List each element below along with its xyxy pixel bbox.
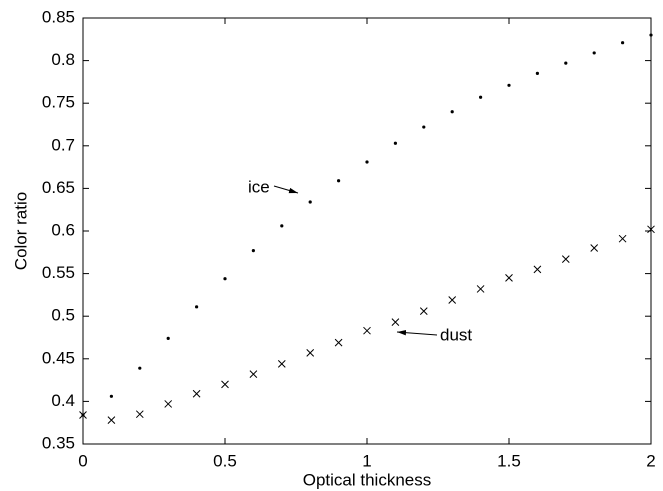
x-axis-label: Optical thickness xyxy=(303,470,432,489)
y-tick-label: 0.55 xyxy=(42,263,75,282)
point xyxy=(450,110,454,114)
annotation: dust xyxy=(440,325,472,344)
point xyxy=(476,285,485,293)
y-tick-label: 0.35 xyxy=(42,433,75,452)
y-tick-label: 0.65 xyxy=(42,178,75,197)
point xyxy=(166,336,170,340)
point xyxy=(479,95,483,99)
point xyxy=(592,51,596,55)
point xyxy=(221,380,229,389)
x-tick-label: 0 xyxy=(78,451,87,470)
x-tick-label: 1.5 xyxy=(497,451,521,470)
point xyxy=(138,366,142,370)
y-tick-label: 0.4 xyxy=(51,391,75,410)
point xyxy=(365,160,369,164)
y-tick-label: 0.6 xyxy=(51,220,75,239)
point xyxy=(107,416,116,424)
point xyxy=(649,33,653,37)
point xyxy=(277,360,286,368)
point xyxy=(164,400,173,408)
point xyxy=(109,394,113,398)
point xyxy=(505,274,513,282)
point xyxy=(334,338,343,347)
point xyxy=(448,296,457,304)
point xyxy=(223,277,227,281)
point xyxy=(535,71,540,75)
y-tick-label: 0.7 xyxy=(51,135,75,154)
x-tick-label: 1 xyxy=(362,451,371,470)
point xyxy=(533,265,542,274)
annotation-arrow xyxy=(396,329,438,336)
point xyxy=(391,318,400,327)
point xyxy=(192,389,201,398)
annotation-arrow xyxy=(273,185,299,194)
point xyxy=(308,200,312,204)
y-tick-label: 0.5 xyxy=(51,306,75,325)
x-tick-label: 0.5 xyxy=(213,451,237,470)
point xyxy=(249,370,258,378)
point xyxy=(590,244,599,252)
point xyxy=(195,305,199,309)
point xyxy=(306,348,315,357)
x-tick-label: 2 xyxy=(646,451,655,470)
point xyxy=(561,255,570,263)
plot-frame xyxy=(82,17,652,445)
point xyxy=(564,61,568,65)
y-tick-label: 0.45 xyxy=(42,348,75,367)
point xyxy=(280,224,284,228)
point xyxy=(621,41,625,45)
annotation: ice xyxy=(248,177,270,196)
y-tick-label: 0.85 xyxy=(42,7,75,26)
y-tick-label: 0.75 xyxy=(42,93,75,112)
point xyxy=(337,179,341,183)
point xyxy=(507,83,511,87)
point xyxy=(618,234,627,243)
point xyxy=(363,326,371,335)
point xyxy=(647,225,655,234)
point xyxy=(422,125,426,129)
point xyxy=(79,411,87,419)
point xyxy=(135,410,144,419)
y-axis-label: Color ratio xyxy=(11,192,30,270)
point xyxy=(393,141,397,145)
point xyxy=(419,307,428,315)
y-tick-label: 0.8 xyxy=(51,50,75,69)
point xyxy=(251,248,255,253)
